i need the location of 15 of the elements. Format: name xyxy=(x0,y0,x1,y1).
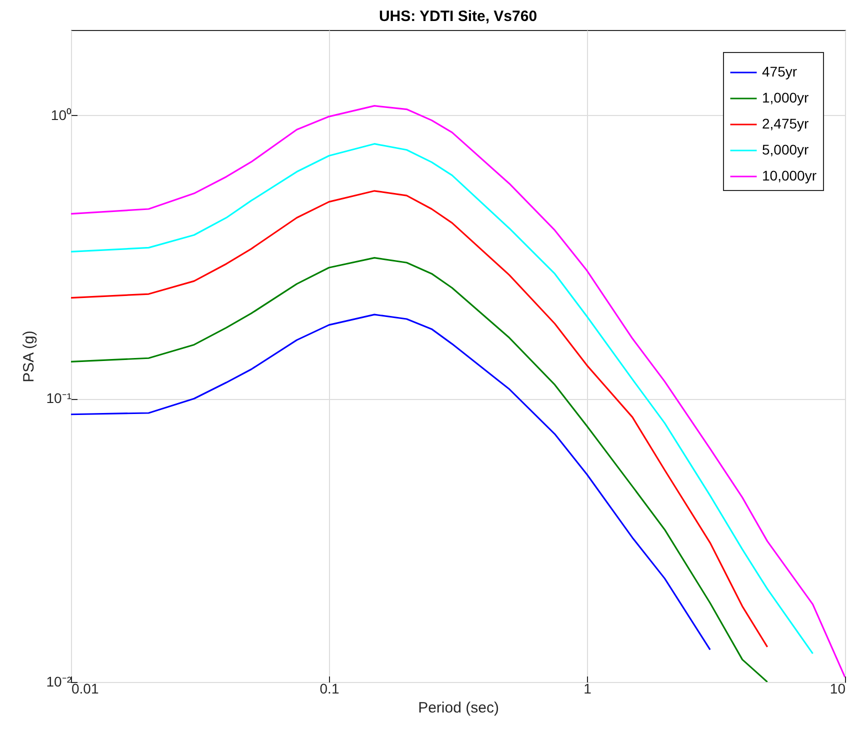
legend-label: 2,475yr xyxy=(762,116,810,132)
y-tick-label: 10⁻¹ xyxy=(46,390,72,406)
y-tick-label: 10⁻² xyxy=(46,674,72,690)
x-tick-label: 0.01 xyxy=(72,680,99,696)
legend-label: 5,000yr xyxy=(762,142,810,158)
x-tick-label: 1 xyxy=(584,680,592,696)
x-tick-label: 10 xyxy=(830,680,846,696)
y-axis-title: PSA (g) xyxy=(20,330,38,382)
chart-title: UHS: YDTI Site, Vs760 xyxy=(378,8,538,25)
legend-label: 1,000yr xyxy=(762,90,810,106)
x-tick-label: 0.1 xyxy=(320,680,340,696)
legend-label: 10,000yr xyxy=(762,168,817,184)
legend-label: 475yr xyxy=(762,64,798,80)
y-tick-label: 10⁰ xyxy=(50,106,72,123)
x-axis-title: Period (sec) xyxy=(418,700,499,716)
